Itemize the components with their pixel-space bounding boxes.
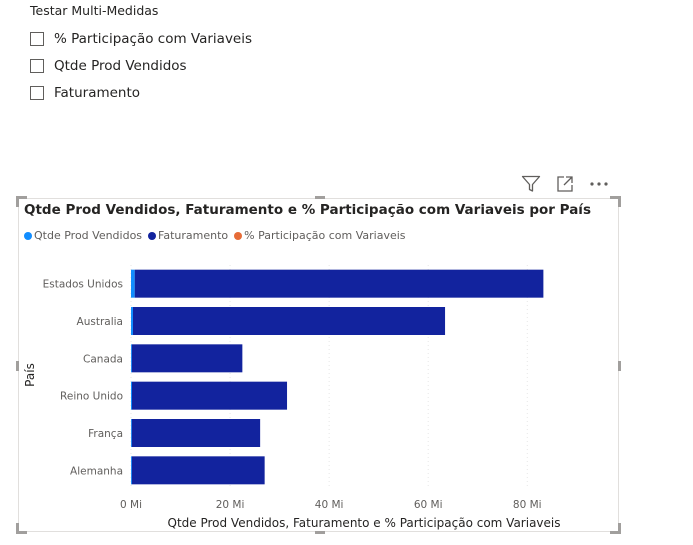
legend-marker	[148, 231, 157, 240]
x-tick-label: 20 Mi	[216, 499, 245, 511]
slicer-option-participacao[interactable]: % Participação com Variaveis	[30, 25, 252, 52]
resize-handle-left[interactable]	[16, 361, 19, 371]
bar-faturamento[interactable]	[131, 419, 261, 447]
legend-item-participacao[interactable]: % Participação com Variaveis	[234, 229, 406, 242]
bar-qtde[interactable]	[131, 307, 133, 335]
x-tick-label: 40 Mi	[315, 499, 344, 511]
bar-qtde[interactable]	[131, 381, 132, 410]
chart-title: Qtde Prod Vendidos, Faturamento e % Part…	[24, 202, 591, 218]
slicer-option-faturamento[interactable]: Faturamento	[30, 79, 252, 106]
y-tick-label: Reino Unido	[60, 391, 123, 403]
multi-measure-slicer: Testar Multi-Medidas % Participação com …	[30, 3, 252, 106]
y-tick-label: Alemanha	[70, 465, 123, 477]
y-tick-label: França	[88, 428, 123, 440]
x-axis-title: Qtde Prod Vendidos, Faturamento e % Part…	[168, 516, 561, 530]
y-tick-label: Estados Unidos	[43, 279, 123, 291]
y-tick-label: Australia	[77, 316, 123, 328]
slicer-option-label: Qtde Prod Vendidos	[54, 57, 187, 74]
resize-corner-bottom-right[interactable]	[610, 523, 621, 534]
legend-marker	[234, 231, 243, 240]
x-tick-label: 80 Mi	[513, 499, 542, 511]
bar-faturamento[interactable]	[131, 381, 288, 410]
resize-corner-top-left[interactable]	[16, 196, 27, 207]
y-axis-title: País	[23, 363, 37, 387]
y-tick-label: Canada	[83, 353, 123, 365]
more-options-icon[interactable]	[588, 173, 610, 195]
resize-handle-top[interactable]	[315, 196, 325, 199]
slicer-option-label: % Participação com Variaveis	[54, 30, 253, 47]
bar-qtde[interactable]	[131, 419, 132, 447]
bar-qtde[interactable]	[131, 456, 132, 485]
bar-qtde[interactable]	[131, 269, 135, 298]
legend-label: Faturamento	[158, 229, 229, 242]
bar-chart-visual[interactable]: Qtde Prod Vendidos, Faturamento e % Part…	[16, 196, 621, 534]
resize-corner-bottom-left[interactable]	[16, 523, 27, 534]
checkbox[interactable]	[30, 31, 44, 46]
resize-handle-right[interactable]	[618, 361, 621, 371]
focus-mode-icon[interactable]	[554, 173, 576, 195]
x-tick-label: 60 Mi	[414, 499, 443, 511]
legend-item-qtde[interactable]: Qtde Prod Vendidos	[24, 229, 142, 242]
bar-faturamento[interactable]	[131, 456, 265, 485]
checkbox[interactable]	[30, 58, 44, 73]
resize-handle-bottom[interactable]	[315, 531, 325, 534]
slicer-title: Testar Multi-Medidas	[30, 3, 159, 18]
legend-label: % Participação com Variaveis	[244, 229, 406, 242]
bar-faturamento[interactable]	[131, 344, 243, 373]
x-tick-label: 0 Mi	[120, 499, 142, 511]
visual-header-toolbar	[520, 173, 610, 195]
bar-faturamento[interactable]	[134, 269, 544, 298]
slicer-option-label: Faturamento	[54, 84, 141, 101]
filter-icon[interactable]	[520, 173, 542, 195]
slicer-option-qtde[interactable]: Qtde Prod Vendidos	[30, 52, 252, 79]
resize-corner-top-right[interactable]	[610, 196, 621, 207]
chart-legend: Qtde Prod Vendidos Faturamento % Partici…	[24, 229, 406, 242]
bar-faturamento[interactable]	[132, 307, 446, 335]
bar-qtde[interactable]	[131, 344, 132, 373]
chart-plot: 0 Mi 20 Mi 40 Mi 60 Mi 80 Mi Estados Unidos Au…	[23, 265, 561, 530]
legend-item-faturamento[interactable]: Faturamento	[148, 229, 228, 242]
legend-label: Qtde Prod Vendidos	[34, 229, 143, 242]
legend-marker	[24, 231, 32, 240]
checkbox[interactable]	[30, 85, 44, 100]
